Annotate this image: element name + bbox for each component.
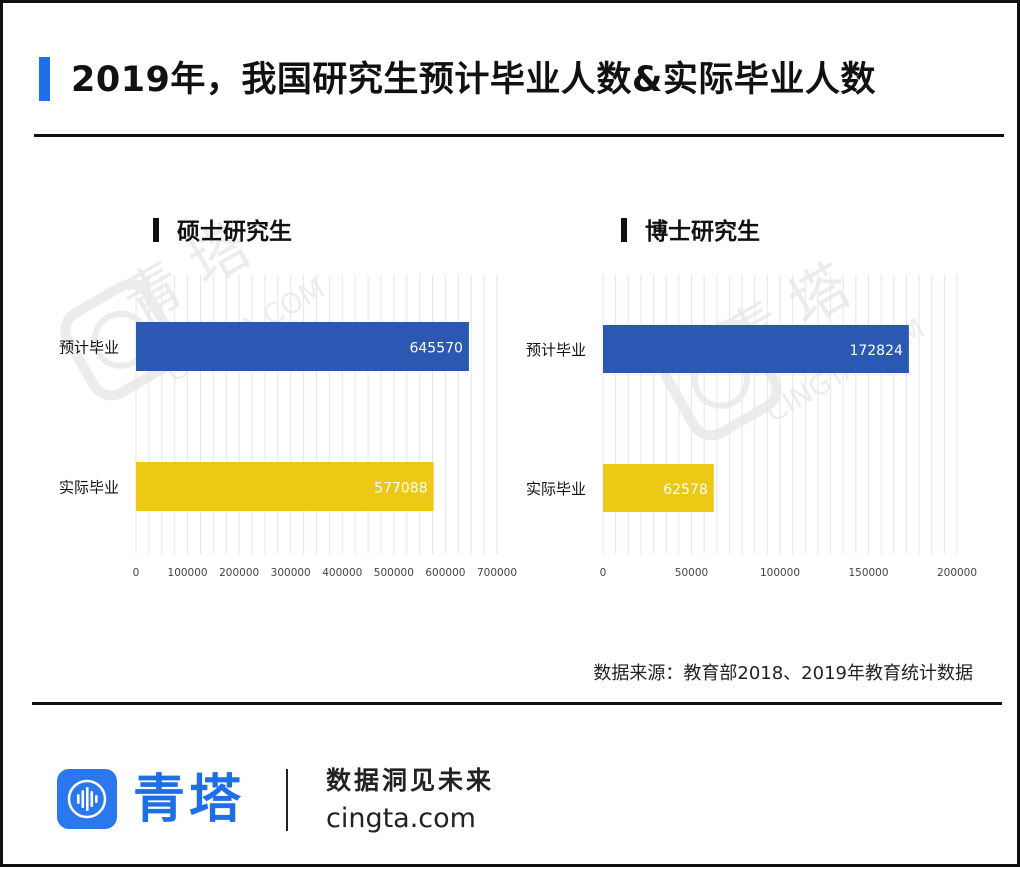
chart-title: 博士研究生	[645, 218, 760, 245]
brand-tagline: 数据洞见未来	[326, 766, 495, 795]
bar-value-label: 645570	[409, 341, 462, 357]
chart-1: 硕士研究生 645570 预计毕业 577088 实际毕业 0 100000 200000 30…	[59, 218, 517, 579]
chart-title-marker	[621, 218, 627, 242]
x-tick-label: 400000	[322, 567, 362, 579]
charts-canvas: 青 塔 CINGTA.COM 青 塔 CINGTA.COM 硕士研究生64557…	[59, 211, 977, 579]
bar-value-label: 172824	[849, 343, 903, 359]
brand-logo	[57, 769, 117, 829]
title-accent-bar	[39, 57, 50, 101]
x-tick-label: 0	[600, 567, 607, 579]
x-tick-label: 100000	[168, 567, 208, 579]
bar-value-label: 577088	[374, 481, 427, 497]
chart-title-marker	[153, 218, 159, 242]
category-label: 预计毕业	[526, 341, 586, 359]
category-label: 预计毕业	[59, 339, 119, 357]
x-tick-label: 700000	[477, 567, 517, 579]
bar-actual	[603, 464, 714, 512]
category-label: 实际毕业	[526, 480, 586, 498]
category-label: 实际毕业	[59, 479, 119, 497]
top-divider	[34, 134, 1004, 137]
x-tick-label: 100000	[760, 567, 800, 579]
brand-name: 青塔	[133, 769, 246, 830]
x-tick-label: 200000	[937, 567, 977, 579]
x-tick-label: 50000	[675, 567, 708, 579]
soundwave-icon	[67, 779, 107, 819]
bar-predicted	[603, 325, 909, 373]
bar-predicted	[136, 322, 469, 371]
bottom-divider	[32, 702, 1002, 705]
site-url[interactable]: cingta.com	[326, 803, 476, 834]
x-tick-label: 600000	[425, 567, 465, 579]
x-tick-label: 150000	[848, 567, 888, 579]
bar-actual	[136, 462, 434, 511]
x-tick-label: 500000	[374, 567, 414, 579]
x-tick-label: 300000	[271, 567, 311, 579]
chart-title: 硕士研究生	[177, 218, 292, 245]
x-tick-label: 200000	[219, 567, 259, 579]
x-tick-label: 0	[133, 567, 140, 579]
data-source-note: 数据来源：教育部2018、2019年教育统计数据	[593, 663, 973, 684]
brand-divider	[286, 769, 288, 831]
bar-value-label: 62578	[663, 482, 708, 498]
charts-layer: 硕士研究生 645570 预计毕业 577088 实际毕业 0 100000 200000 30…	[59, 218, 977, 579]
page-title: 2019年，我国研究生预计毕业人数&实际毕业人数	[71, 60, 876, 100]
chart-2: 博士研究生 172824 预计毕业 62578 实际毕业 0 50000 100000 1500…	[526, 218, 977, 579]
